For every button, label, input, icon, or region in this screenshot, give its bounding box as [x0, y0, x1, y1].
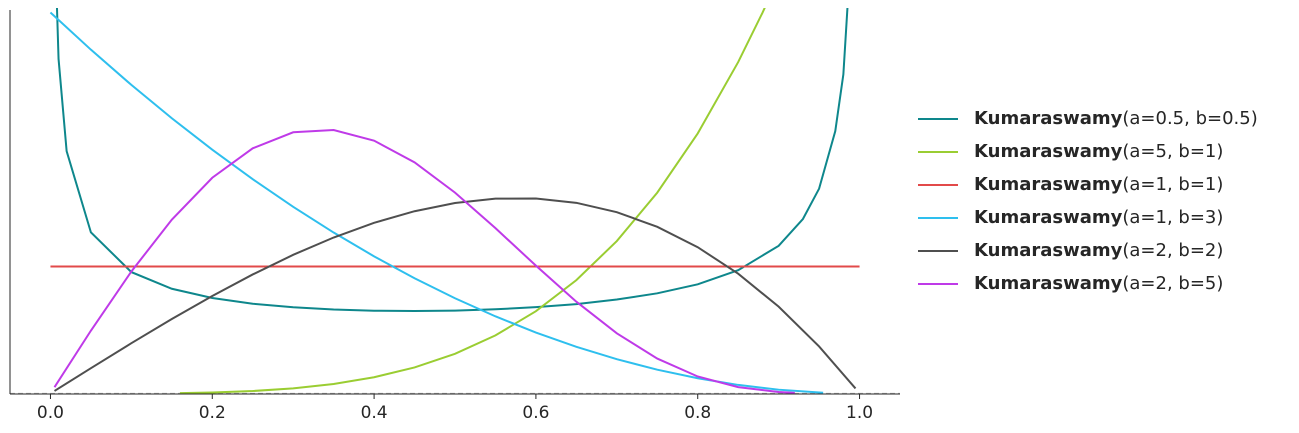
x-tick-label: 1.0: [846, 403, 873, 423]
x-tick-label: 0.0: [37, 403, 64, 423]
series-line: [179, 8, 766, 394]
legend-label: Kumaraswamy(a=1, b=3): [974, 207, 1223, 228]
plot-area: [49, 8, 860, 394]
x-tick-label: 0.4: [361, 403, 388, 423]
series-line: [53, 197, 857, 392]
x-tick-label: 0.6: [522, 403, 549, 423]
legend-label: Kumaraswamy(a=1, b=1): [974, 174, 1223, 195]
series-line: [49, 11, 824, 394]
x-tick-label: 0.2: [199, 403, 226, 423]
legend-label: Kumaraswamy(a=5, b=1): [974, 141, 1223, 162]
legend-label: Kumaraswamy(a=2, b=5): [974, 273, 1223, 294]
legend-label: Kumaraswamy(a=2, b=2): [974, 240, 1223, 261]
legend-label: Kumaraswamy(a=0.5, b=0.5): [974, 108, 1258, 129]
x-tick-label: 0.8: [684, 403, 711, 423]
series-line: [53, 128, 795, 394]
series-line: [55, 8, 849, 312]
